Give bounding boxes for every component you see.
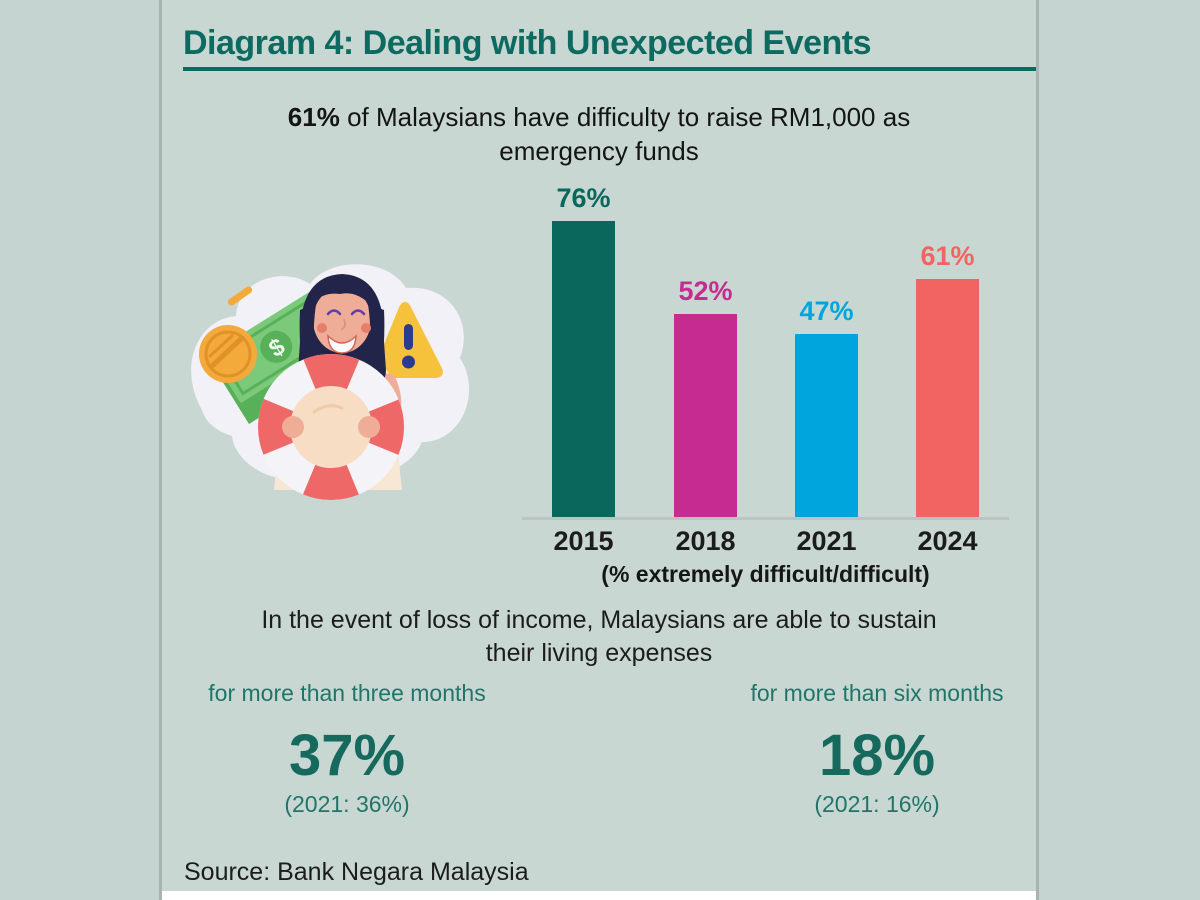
subtitle-line1: 61% of Malaysians have difficulty to rai… (287, 102, 911, 132)
chart-caption: (% extremely difficult/difficult) (601, 561, 930, 587)
nose (341, 319, 347, 330)
smile (327, 334, 357, 354)
sustain-heading: In the event of loss of income, Malaysia… (261, 606, 937, 667)
bar-chart: 76% 52% 47% 61% 2015 2018 2021 (162, 0, 1036, 900)
blush-right (361, 323, 371, 333)
x-tick-2015: 2015 (553, 526, 614, 556)
bar-value-label: 61% (920, 241, 975, 271)
stat-label: for more than six months (750, 680, 1004, 706)
title-underline (183, 67, 1036, 71)
chart-baseline (522, 517, 1009, 520)
hand-left (282, 416, 304, 438)
x-tick-2021: 2021 (796, 526, 857, 556)
lifebuoy-icon (258, 354, 404, 500)
eye-left (326, 309, 342, 316)
bar (795, 334, 858, 517)
gold-coin-icon (199, 325, 257, 383)
stat-six-months: for more than six months 18% (2021: 16%) (707, 680, 1047, 818)
subtitle-line2: emergency funds (499, 136, 699, 166)
stat-label: for more than three months (208, 680, 486, 706)
bar-group-2015: 76% (522, 183, 645, 517)
stat-value: 37% (288, 723, 406, 788)
x-tick-2024: 2024 (917, 526, 978, 556)
bar-group-2024: 61% (886, 241, 1009, 517)
bar-value-label: 47% (799, 296, 854, 326)
bar-group-2021: 47% (765, 296, 888, 517)
fringe (314, 282, 372, 306)
bar-value-label: 52% (678, 276, 733, 306)
hand-right (358, 416, 380, 438)
bar (552, 221, 615, 517)
subtitle-highlight: 61% (287, 102, 340, 132)
bar (916, 279, 979, 517)
diagram-panel: Diagram 4: Dealing with Unexpected Event… (162, 0, 1036, 891)
blush-left (317, 323, 327, 333)
gold-dash-icon (227, 286, 253, 306)
eye-right (350, 309, 366, 316)
diagram-title: Diagram 4: Dealing with Unexpected Event… (183, 24, 872, 62)
stat-value: 18% (818, 723, 936, 788)
stat-note: (2021: 16%) (814, 791, 940, 817)
report-page: Diagram 4: Dealing with Unexpected Event… (159, 0, 1039, 900)
bar (674, 314, 737, 517)
hair-side-right (364, 304, 385, 380)
stat-note: (2021: 36%) (284, 791, 410, 817)
stat-three-months: for more than three months 37% (2021: 36… (182, 680, 512, 818)
woman-holding-lifebuoy-illustration: $ (191, 264, 470, 500)
bar-value-label: 76% (556, 183, 611, 213)
source-note: Source: Bank Negara Malaysia (184, 858, 529, 886)
x-tick-2018: 2018 (675, 526, 736, 556)
bar-group-2018: 52% (644, 276, 767, 517)
diagram-subtitle: 61% of Malaysians have difficulty to rai… (162, 100, 1036, 168)
